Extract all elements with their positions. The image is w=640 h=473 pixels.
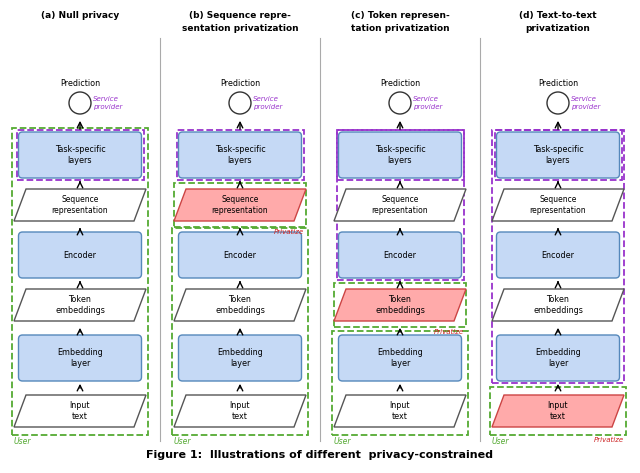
Text: Prediction: Prediction	[380, 79, 420, 88]
FancyBboxPatch shape	[497, 335, 620, 381]
Text: Encoder: Encoder	[223, 251, 257, 260]
Text: Input
text: Input text	[230, 401, 250, 421]
Text: Service
provider: Service provider	[253, 96, 282, 110]
Text: Service
provider: Service provider	[571, 96, 600, 110]
Text: Encoder: Encoder	[383, 251, 417, 260]
Text: (a) Null privacy: (a) Null privacy	[41, 11, 119, 20]
Text: Prediction: Prediction	[60, 79, 100, 88]
Bar	[17, 130, 143, 180]
Text: Encoder: Encoder	[63, 251, 97, 260]
Text: Task-specific
layers: Task-specific layers	[54, 145, 106, 165]
Text: Prediction: Prediction	[220, 79, 260, 88]
Text: Input
text: Input text	[70, 401, 90, 421]
Polygon shape	[174, 289, 306, 321]
Text: Token
embeddings: Token embeddings	[215, 295, 265, 315]
Polygon shape	[14, 395, 146, 427]
Bar	[337, 130, 463, 180]
Polygon shape	[334, 189, 466, 221]
Text: tation privatization: tation privatization	[351, 24, 449, 33]
Text: (c) Token represen-: (c) Token represen-	[351, 11, 449, 20]
FancyBboxPatch shape	[497, 132, 620, 178]
Polygon shape	[14, 189, 146, 221]
Text: Embedding
layer: Embedding layer	[217, 348, 263, 368]
FancyBboxPatch shape	[497, 232, 620, 278]
Text: Sequence
representation: Sequence representation	[212, 195, 268, 215]
Circle shape	[547, 92, 569, 114]
Text: Embedding
layer: Embedding layer	[57, 348, 103, 368]
Polygon shape	[334, 289, 466, 321]
Text: Task-specific
layers: Task-specific layers	[532, 145, 584, 165]
FancyBboxPatch shape	[179, 335, 301, 381]
Text: Token
embeddings: Token embeddings	[55, 295, 105, 315]
Text: Input
text: Input text	[548, 401, 568, 421]
FancyBboxPatch shape	[339, 335, 461, 381]
Text: Token
embeddings: Token embeddings	[533, 295, 583, 315]
Text: User: User	[174, 437, 191, 446]
Text: privatization: privatization	[525, 24, 591, 33]
Text: Embedding
layer: Embedding layer	[377, 348, 423, 368]
Text: User: User	[334, 437, 351, 446]
Circle shape	[69, 92, 91, 114]
Text: Token
embeddings: Token embeddings	[375, 295, 425, 315]
Circle shape	[229, 92, 251, 114]
Bar	[334, 283, 466, 327]
Text: Privatize: Privatize	[434, 329, 464, 335]
Text: User: User	[14, 437, 31, 446]
FancyBboxPatch shape	[179, 132, 301, 178]
Text: Embedding
layer: Embedding layer	[535, 348, 581, 368]
Text: Sequence
representation: Sequence representation	[530, 195, 586, 215]
Circle shape	[389, 92, 411, 114]
Bar	[174, 183, 306, 227]
Text: Task-specific
layers: Task-specific layers	[214, 145, 266, 165]
Text: Sequence
representation: Sequence representation	[52, 195, 108, 215]
Polygon shape	[492, 395, 624, 427]
Text: Encoder: Encoder	[541, 251, 575, 260]
Text: (d) Text-to-text: (d) Text-to-text	[519, 11, 597, 20]
Text: Input
text: Input text	[390, 401, 410, 421]
Polygon shape	[492, 189, 624, 221]
Bar	[337, 130, 463, 280]
FancyBboxPatch shape	[19, 132, 141, 178]
FancyBboxPatch shape	[179, 232, 301, 278]
Polygon shape	[492, 289, 624, 321]
Polygon shape	[334, 395, 466, 427]
Text: Service
provider: Service provider	[413, 96, 442, 110]
Bar	[490, 387, 626, 435]
Bar	[492, 130, 624, 383]
FancyBboxPatch shape	[339, 232, 461, 278]
Text: sentation privatization: sentation privatization	[182, 24, 298, 33]
Text: User: User	[492, 437, 509, 446]
Bar	[332, 331, 468, 435]
Text: Privatize: Privatize	[274, 229, 304, 235]
FancyBboxPatch shape	[339, 132, 461, 178]
Text: Figure 1:  Illustrations of different  privacy-constrained: Figure 1: Illustrations of different pri…	[147, 450, 493, 460]
Polygon shape	[14, 289, 146, 321]
FancyBboxPatch shape	[19, 232, 141, 278]
Text: Service
provider: Service provider	[93, 96, 122, 110]
Polygon shape	[174, 189, 306, 221]
Bar	[172, 228, 308, 435]
Text: Prediction: Prediction	[538, 79, 578, 88]
Bar	[12, 128, 148, 435]
FancyBboxPatch shape	[19, 335, 141, 381]
Text: Privatize: Privatize	[594, 437, 624, 443]
Text: Task-specific
layers: Task-specific layers	[374, 145, 426, 165]
Text: (b) Sequence repre-: (b) Sequence repre-	[189, 11, 291, 20]
Bar	[495, 130, 621, 180]
Text: Sequence
representation: Sequence representation	[372, 195, 428, 215]
Polygon shape	[174, 395, 306, 427]
Bar	[177, 130, 303, 180]
